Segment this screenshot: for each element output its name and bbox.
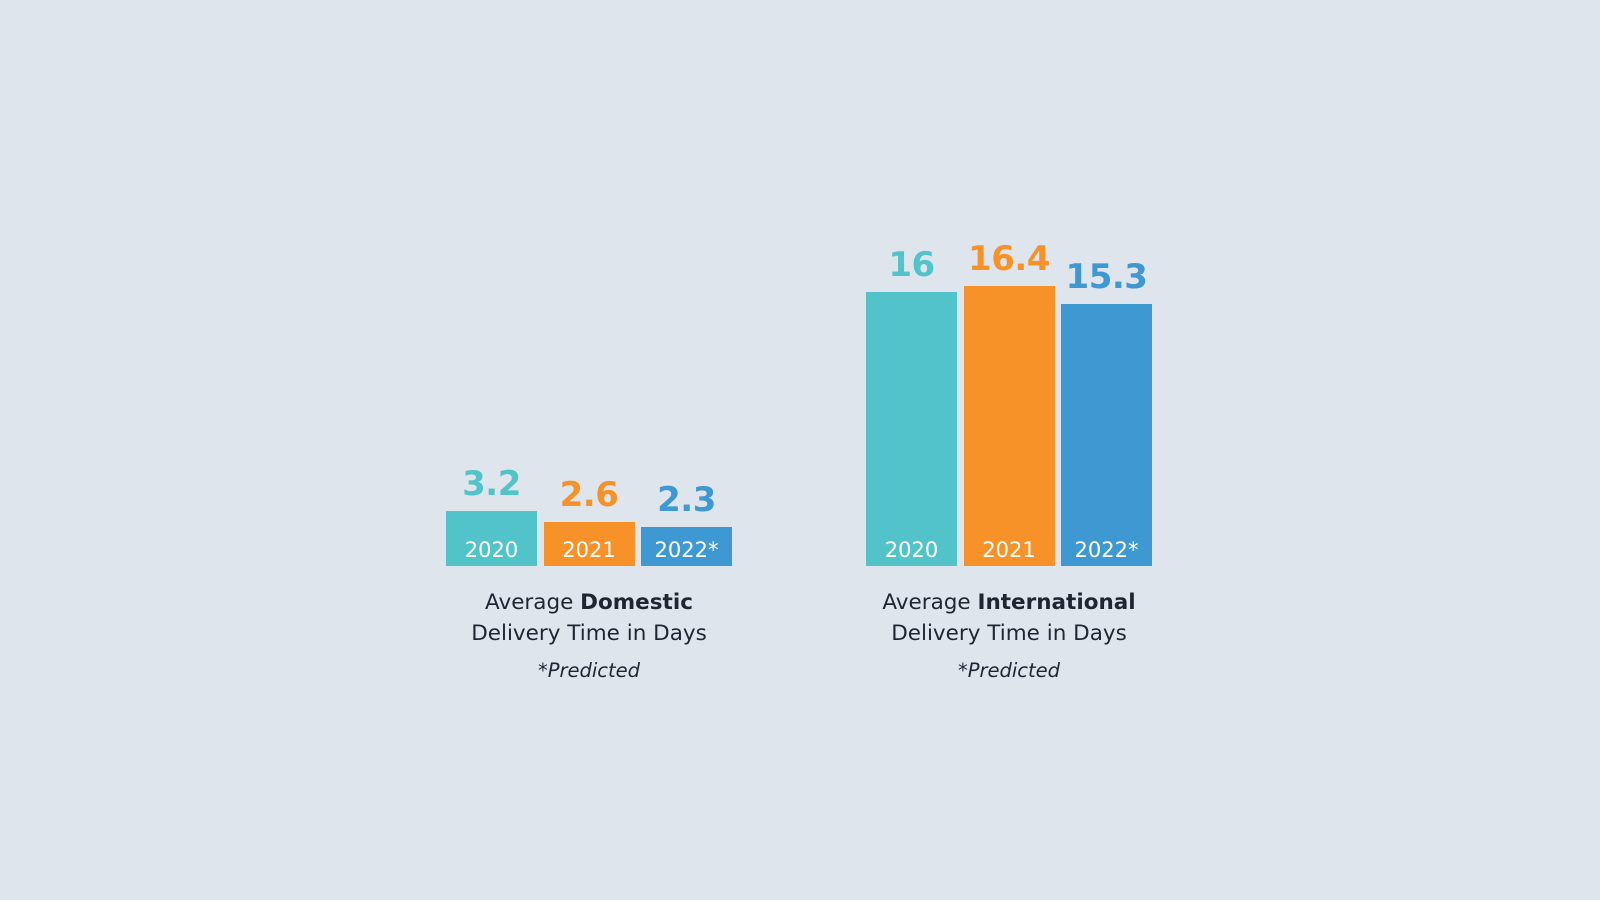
caption-prefix: Average xyxy=(882,590,978,615)
chart-caption: Average International Delivery Time in D… xyxy=(864,587,1154,649)
bar-2022 xyxy=(1061,304,1152,566)
caption-prefix: Average xyxy=(485,590,581,615)
bar-value-label: 3.2 xyxy=(462,464,521,505)
domestic-delivery-chart: Average Domestic Delivery Time in Days *… xyxy=(444,0,734,900)
bar-category-label: 2021 xyxy=(982,538,1036,562)
bar-value-label: 2.3 xyxy=(657,479,716,520)
caption-emphasis: International xyxy=(977,590,1136,615)
bar-2021 xyxy=(963,285,1055,566)
bar-2021 xyxy=(543,521,635,566)
bar-value-label: 15.3 xyxy=(1065,257,1148,298)
bar-category-label: 2020 xyxy=(464,538,519,562)
bar-2022 xyxy=(641,526,732,566)
bar-2020 xyxy=(446,511,537,566)
footnote: *Predicted xyxy=(537,659,641,682)
international-delivery-chart: Average International Delivery Time in D… xyxy=(864,0,1154,900)
bar-value-label: 16.4 xyxy=(968,238,1050,279)
bar-category-label: 2022* xyxy=(654,538,719,562)
bar-category-label: 2021 xyxy=(562,538,616,562)
footnote: *Predicted xyxy=(957,659,1061,682)
bar-value-label: 16 xyxy=(888,245,935,286)
bar-2020 xyxy=(866,292,957,566)
caption-suffix: Delivery Time in Days xyxy=(891,621,1127,646)
bar-category-label: 2022* xyxy=(1074,538,1139,562)
chart-caption: Average Domestic Delivery Time in Days xyxy=(444,587,734,649)
caption-suffix: Delivery Time in Days xyxy=(471,621,707,646)
caption-emphasis: Domestic xyxy=(580,590,693,615)
bar-value-label: 2.6 xyxy=(559,474,619,515)
bar-category-label: 2020 xyxy=(884,538,939,562)
